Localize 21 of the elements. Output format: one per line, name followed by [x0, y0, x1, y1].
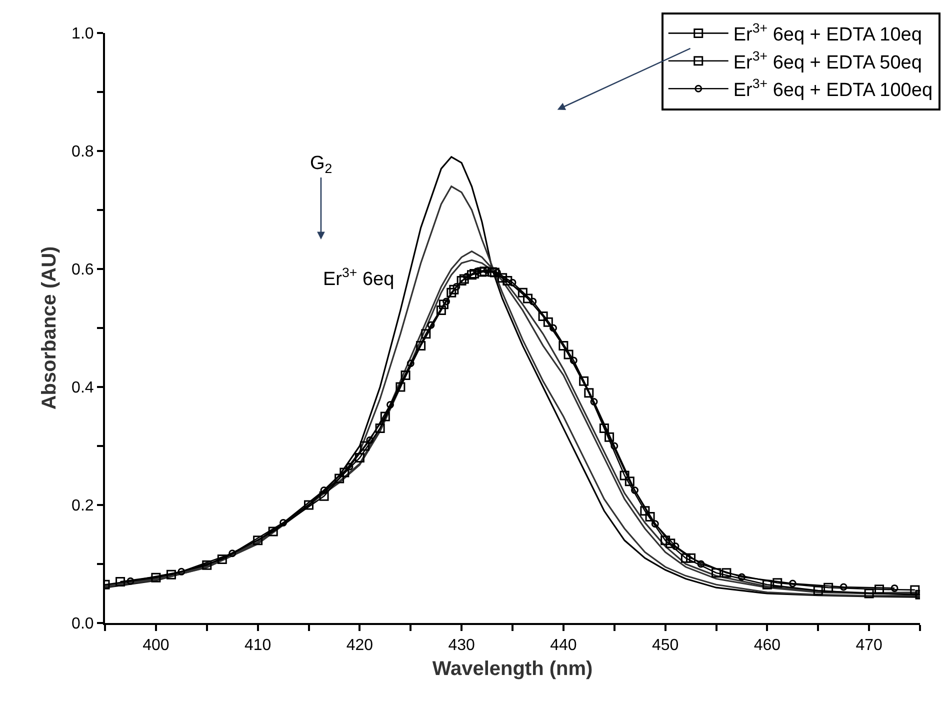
- x-tick-label: 460: [754, 637, 781, 654]
- y-tick-label: 0.4: [72, 380, 94, 397]
- y-tick-label: 0.6: [72, 262, 94, 279]
- legend-label: Er$^{3+}$ 6eq + EDTA 50eq: [733, 48, 922, 74]
- legend-label: Er$^{3+}$ 6eq + EDTA 100eq: [733, 76, 933, 102]
- x-axis-title: Wavelength (nm): [432, 658, 593, 680]
- x-tick-label: 450: [652, 637, 679, 654]
- x-tick-label: 470: [856, 637, 883, 654]
- y-tick-label: 0.2: [72, 498, 94, 515]
- x-tick-label: 400: [142, 637, 170, 654]
- y-tick-label: 0.8: [72, 144, 94, 161]
- y-tick-label: 0.0: [72, 616, 94, 633]
- legend-label: Er$^{3+}$ 6eq + EDTA 10eq: [733, 20, 922, 46]
- x-tick-label: 430: [448, 637, 476, 654]
- x-tick-label: 410: [244, 637, 272, 654]
- x-tick-label: 440: [550, 637, 577, 654]
- x-tick-label: 420: [346, 637, 374, 654]
- annotation: Er$^{3+}$ 6eq: [323, 265, 394, 290]
- y-axis-title: Absorbance (AU): [38, 246, 61, 410]
- annotation: G$_{2}$: [310, 153, 332, 176]
- y-tick-label: 1.0: [72, 26, 94, 43]
